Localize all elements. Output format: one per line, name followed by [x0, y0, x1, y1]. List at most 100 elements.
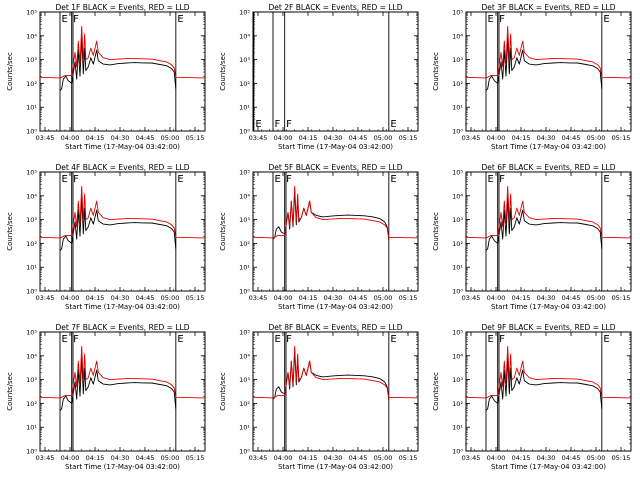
detector-panel: 10⁰ 10¹ 10² 10³ 10⁴ 10⁵ 03:45 04:00 04:15 04:30 04… — [6, 163, 206, 311]
x-tick-label: 04:30 — [537, 454, 556, 462]
y-tick-label: 10³ — [452, 376, 463, 384]
detector-panel: 10⁰ 10¹ 10² 10³ 10⁴ 10⁵ 03:45 04:00 04:15 04:30 04… — [6, 3, 206, 151]
x-tick-label: 03:45 — [249, 134, 268, 142]
x-tick-label: 04:15 — [86, 134, 105, 142]
y-tick-label: 10⁰ — [239, 448, 250, 456]
plot-frame — [39, 331, 206, 452]
lld-series-line — [39, 345, 206, 399]
x-tick-label: 04:00 — [487, 134, 506, 142]
y-tick-label: 10⁴ — [452, 352, 463, 360]
y-tick-label: 10⁵ — [452, 329, 463, 337]
x-axis-label: Start Time (17-May-04 03:42:00) — [491, 303, 606, 311]
y-tick-label: 10¹ — [452, 424, 463, 432]
detector-panel: 10⁰ 10¹ 10² 10³ 10⁴ 10⁵ 03:45 04:00 04:15 04:30 04… — [432, 323, 632, 471]
x-axis-label: Start Time (17-May-04 03:42:00) — [65, 463, 180, 471]
y-tick-label: 10⁵ — [452, 169, 463, 177]
x-tick-label: 04:00 — [61, 294, 80, 302]
x-tick-label: 03:45 — [462, 294, 481, 302]
event-marker-label: F — [286, 119, 292, 130]
event-marker-label: E — [275, 174, 281, 185]
y-tick-label: 10² — [452, 80, 463, 88]
x-tick-label: 03:45 — [462, 454, 481, 462]
y-tick-label: 10⁴ — [239, 192, 250, 200]
lld-series-line — [465, 185, 632, 239]
y-tick-label: 10⁰ — [452, 288, 463, 296]
y-tick-label: 10⁴ — [452, 32, 463, 40]
x-tick-label: 05:00 — [374, 454, 393, 462]
detector-panel: 10⁰ 10¹ 10² 10³ 10⁴ 10⁵ 03:45 04:00 04:15 04:30 04… — [219, 3, 419, 151]
x-tick-label: 04:45 — [562, 134, 581, 142]
y-axis-label: Counts/sec — [6, 372, 14, 411]
detector-panel: 10⁰ 10¹ 10² 10³ 10⁴ 10⁵ 03:45 04:00 04:15 04:30 04… — [432, 3, 632, 151]
y-tick-label: 10² — [239, 240, 250, 248]
x-tick-label: 05:00 — [587, 454, 606, 462]
y-tick-label: 10⁵ — [26, 329, 37, 337]
x-axis-label: Start Time (17-May-04 03:42:00) — [65, 303, 180, 311]
event-marker-label: E — [390, 119, 396, 130]
y-tick-label: 10⁰ — [452, 448, 463, 456]
x-tick-label: 03:45 — [36, 294, 55, 302]
events-series-line — [59, 197, 177, 251]
event-marker-label: E — [603, 334, 609, 345]
plot-frame — [252, 11, 419, 132]
y-tick-label: 10³ — [26, 56, 37, 64]
plot-frame — [39, 11, 206, 132]
events-series-line — [485, 197, 603, 251]
lld-series-line — [252, 185, 419, 239]
event-marker-label: E — [62, 174, 68, 185]
y-tick-label: 10² — [26, 80, 37, 88]
event-marker-label: F — [73, 14, 79, 25]
y-tick-label: 10⁴ — [239, 32, 250, 40]
y-axis-label: Counts/sec — [432, 52, 440, 91]
detector-panel: 10⁰ 10¹ 10² 10³ 10⁴ 10⁵ 03:45 04:00 04:15 04:30 04… — [6, 323, 206, 471]
x-tick-label: 04:15 — [512, 134, 531, 142]
plot-frame — [252, 171, 419, 292]
x-tick-label: 05:15 — [399, 134, 418, 142]
x-tick-label: 04:00 — [487, 454, 506, 462]
event-marker-label: E — [275, 334, 281, 345]
x-tick-label: 05:15 — [399, 294, 418, 302]
events-series-line — [485, 357, 603, 411]
x-tick-label: 05:00 — [161, 134, 180, 142]
x-tick-label: 05:15 — [612, 454, 631, 462]
events-series-line — [485, 37, 603, 91]
plot-frame — [465, 171, 632, 292]
event-marker-label: E — [603, 174, 609, 185]
y-tick-label: 10³ — [239, 376, 250, 384]
event-marker-label: E — [390, 334, 396, 345]
x-tick-label: 05:15 — [399, 454, 418, 462]
x-tick-label: 04:45 — [136, 294, 155, 302]
panel-title: Det 9F BLACK = Events, RED = LLD — [482, 323, 616, 332]
panel-title: Det 5F BLACK = Events, RED = LLD — [269, 163, 403, 172]
x-tick-label: 04:30 — [537, 294, 556, 302]
y-tick-label: 10⁵ — [452, 9, 463, 17]
event-marker-label: F — [73, 174, 79, 185]
event-marker-label: E — [488, 334, 494, 345]
y-tick-label: 10⁰ — [452, 128, 463, 136]
x-tick-label: 04:00 — [61, 454, 80, 462]
events-series-line — [59, 357, 177, 411]
x-tick-label: 04:30 — [111, 134, 130, 142]
y-tick-label: 10⁰ — [239, 288, 250, 296]
event-marker-label: F — [73, 334, 79, 345]
event-marker-label: E — [603, 14, 609, 25]
x-tick-label: 04:45 — [349, 134, 368, 142]
event-marker-label: E — [488, 14, 494, 25]
plot-frame — [465, 331, 632, 452]
y-axis-label: Counts/sec — [219, 372, 227, 411]
x-tick-label: 04:00 — [274, 454, 293, 462]
x-axis-label: Start Time (17-May-04 03:42:00) — [278, 143, 393, 151]
events-series-line — [59, 37, 177, 91]
x-tick-label: 04:45 — [349, 454, 368, 462]
x-tick-label: 05:15 — [186, 134, 205, 142]
panel-title: Det 2F BLACK = Events, RED = LLD — [269, 3, 403, 12]
y-tick-label: 10⁰ — [26, 128, 37, 136]
y-tick-label: 10⁵ — [239, 169, 250, 177]
y-tick-label: 10³ — [26, 376, 37, 384]
panel-title: Det 1F BLACK = Events, RED = LLD — [56, 3, 190, 12]
x-tick-label: 04:45 — [349, 294, 368, 302]
lld-series-line — [39, 185, 206, 239]
y-tick-label: 10² — [26, 240, 37, 248]
